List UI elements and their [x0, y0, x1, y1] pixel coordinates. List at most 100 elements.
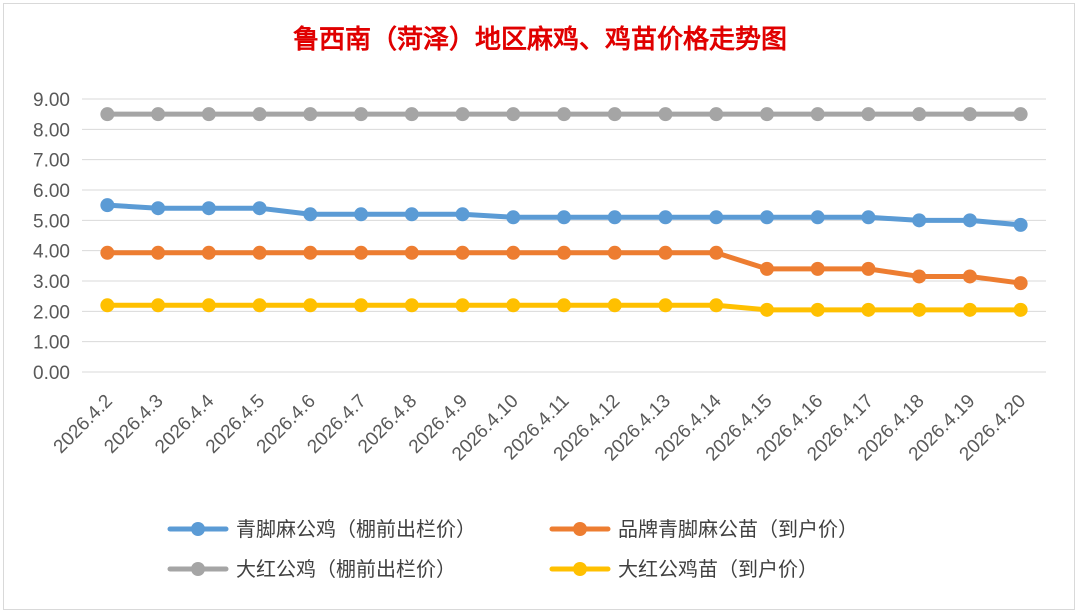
data-point: [557, 245, 571, 260]
legend-item: 大红公鸡苗（到户价）: [549, 557, 818, 581]
legend-label: 品牌青脚麻公苗（到户价）: [618, 517, 858, 541]
data-point: [404, 245, 419, 260]
data-point: [100, 298, 115, 313]
y-tick-label: 8.00: [33, 120, 70, 141]
data-point: [100, 107, 115, 122]
data-point: [354, 298, 369, 313]
y-tick-label: 5.00: [33, 211, 70, 232]
gridlines: [82, 98, 1046, 373]
data-point: [658, 245, 673, 260]
data-point: [861, 261, 876, 276]
data-point: [810, 107, 825, 122]
y-axis-ticks: 0.00 1.00 2.00 3.00 4.00 5.00 6.00 7.00 8.00 9.00: [33, 90, 70, 384]
data-point: [404, 207, 419, 222]
data-point: [962, 213, 977, 228]
data-point: [455, 245, 470, 260]
data-point: [1013, 217, 1028, 232]
data-point: [100, 198, 115, 213]
data-point: [810, 302, 825, 317]
data-point: [1013, 107, 1028, 122]
data-point: [759, 210, 774, 225]
data-point: [303, 107, 318, 122]
data-point: [861, 107, 876, 122]
data-point: [557, 210, 571, 225]
data-point: [303, 207, 318, 222]
y-tick-label: 9.00: [33, 90, 70, 111]
y-tick-label: 4.00: [33, 242, 70, 263]
data-point: [455, 207, 470, 222]
legend-item: 大红公鸡（棚前出栏价）: [167, 557, 456, 581]
legend-label: 青脚麻公鸡（棚前出栏价）: [236, 517, 476, 541]
legend-marker: [191, 522, 205, 536]
legend-label: 大红公鸡苗（到户价）: [618, 557, 818, 581]
data-point: [912, 213, 927, 228]
y-tick-label: 2.00: [33, 302, 70, 323]
series-1: [100, 198, 1028, 232]
y-tick-label: 1.00: [33, 333, 70, 354]
y-tick-label: 3.00: [33, 272, 70, 293]
data-point: [252, 201, 267, 216]
data-point: [962, 269, 977, 284]
legend-marker: [191, 562, 205, 576]
data-point: [1013, 302, 1028, 317]
data-point: [658, 210, 673, 225]
data-point: [709, 210, 724, 225]
data-point: [861, 302, 876, 317]
data-point: [607, 298, 622, 313]
data-point: [506, 298, 521, 313]
data-point: [810, 261, 825, 276]
data-point: [201, 201, 216, 216]
data-point: [557, 107, 571, 122]
data-point: [303, 245, 318, 260]
data-point: [201, 107, 216, 122]
data-point: [861, 210, 876, 225]
legend-label: 大红公鸡（棚前出栏价）: [236, 557, 456, 581]
data-point: [962, 107, 977, 122]
legend: 青脚麻公鸡（棚前出栏价） 品牌青脚麻公苗（到户价） 大红公鸡（棚前出栏价） 大红公鸡苗…: [167, 517, 858, 581]
legend-item: 青脚麻公鸡（棚前出栏价）: [167, 517, 476, 541]
data-point: [759, 302, 774, 317]
data-point: [404, 298, 419, 313]
data-point: [709, 298, 724, 313]
x-axis-ticks: 2026.4.22026.4.32026.4.42026.4.52026.4.6…: [50, 390, 1030, 465]
data-point: [455, 298, 470, 313]
data-point: [100, 245, 115, 260]
chart-title: 鲁西南（菏泽）地区麻鸡、鸡苗价格走势图: [293, 24, 787, 55]
data-point: [912, 107, 927, 122]
legend-marker: [573, 562, 587, 576]
data-point: [759, 107, 774, 122]
legend-marker: [573, 522, 587, 536]
y-tick-label: 7.00: [33, 151, 70, 172]
data-point: [709, 107, 724, 122]
data-point: [404, 107, 419, 122]
data-point: [912, 269, 927, 284]
data-point: [151, 201, 166, 216]
data-point: [455, 107, 470, 122]
data-point: [354, 107, 369, 122]
data-point: [607, 210, 622, 225]
legend-item: 品牌青脚麻公苗（到户价）: [549, 517, 858, 541]
data-point: [810, 210, 825, 225]
series-2: [100, 245, 1028, 291]
data-point: [709, 245, 724, 260]
series-3: [100, 107, 1028, 122]
data-point: [658, 107, 673, 122]
data-point: [759, 261, 774, 276]
series-lines: [100, 107, 1028, 317]
data-point: [658, 298, 673, 313]
data-point: [354, 245, 369, 260]
data-point: [252, 245, 267, 260]
data-point: [201, 298, 216, 313]
data-point: [354, 207, 369, 222]
y-tick-label: 0.00: [33, 363, 70, 384]
data-point: [506, 107, 521, 122]
data-point: [607, 245, 622, 260]
data-point: [252, 298, 267, 313]
data-point: [912, 302, 927, 317]
data-point: [252, 107, 267, 122]
data-point: [303, 298, 318, 313]
y-tick-label: 6.00: [33, 181, 70, 202]
data-point: [607, 107, 622, 122]
data-point: [506, 245, 521, 260]
